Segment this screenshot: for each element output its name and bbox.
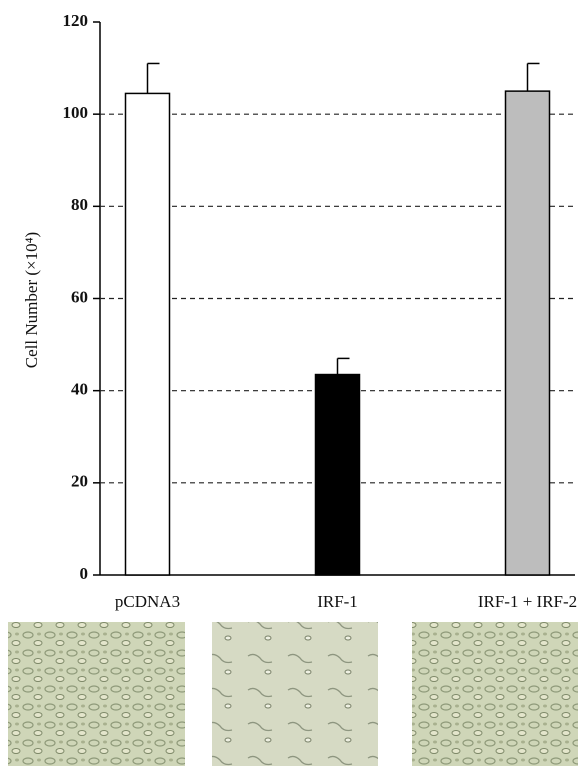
y-tick-label: 40 (71, 380, 88, 399)
x-tick-label: pCDNA3 (115, 592, 180, 611)
y-tick-label: 120 (63, 11, 89, 30)
bar (124, 92, 171, 576)
y-tick-label: 60 (71, 287, 88, 306)
y-tick-label: 100 (63, 103, 89, 122)
y-axis-label: Cell Number (×10⁴) (22, 232, 41, 368)
x-tick-label: IRF-1 (317, 592, 358, 611)
micrograph (212, 622, 378, 766)
bar (504, 90, 551, 576)
x-tick-label: IRF-1 + IRF-2 (478, 592, 577, 611)
y-tick-label: 0 (80, 564, 89, 583)
micrograph (412, 622, 578, 766)
bar (314, 373, 361, 576)
y-tick-label: 80 (71, 195, 88, 214)
y-tick-label: 20 (71, 472, 88, 491)
micrograph (8, 622, 185, 766)
